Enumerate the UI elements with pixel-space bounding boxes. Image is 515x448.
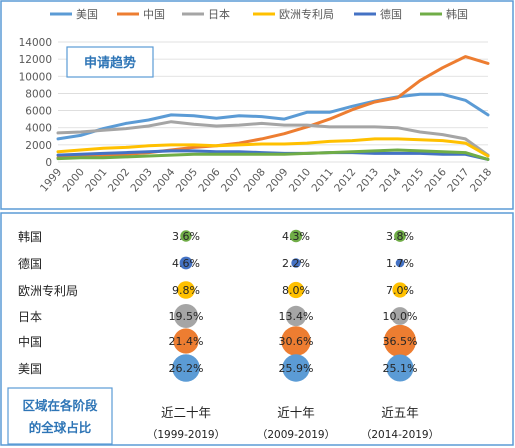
series-line-3 [56,137,490,158]
bubble-1-2 [395,258,405,268]
region-label-3: 日本 [18,310,42,324]
bubble-group: 3.6% 4.3% 3.8% 4.6% 2.2% 1.7% 9.8% 8.0% 7.0% 19.5… [169,229,418,382]
bubble-label-2-1: 8.0% [282,284,310,297]
bubble-4-2 [383,324,417,358]
series-line-2 [56,120,490,157]
period-labels: 近二十年 （1999-2019） 近十年 （2009-2019） 近五年 （2014-20… [147,405,439,441]
period-label-2: 近五年 [381,405,419,420]
bubble-label-3-0: 19.5% [169,310,204,323]
period-range-0: （1999-2019） [147,429,225,441]
trend-title-box [66,46,154,78]
legend-label-1: 中国 [143,8,165,21]
y-tick-label-0: 0 [45,157,52,169]
share-title-box [7,387,113,445]
bubble-label-2-0: 9.8% [172,284,200,297]
share-title-line1: 区域在各阶段 [22,398,98,413]
y-tick-label-5: 10000 [19,71,52,83]
trend-title: 申请趋势 [84,55,136,71]
y-tick-label-3: 6000 [25,106,52,118]
period-label-1: 近十年 [277,405,315,420]
region-label-2: 欧洲专利局 [18,283,78,298]
bubble-label-3-1: 13.4% [279,310,314,323]
period-range-1: （2009-2019） [257,429,335,441]
legend-label-3: 欧洲专利局 [279,7,334,21]
line-chart-legend: 美国 中国 日本 欧洲专利局 德国 韩国 [50,7,468,21]
legend-label-5: 韩国 [446,7,468,21]
bubble-5-0 [172,354,200,382]
bubble-2-2 [392,282,408,298]
bubble-0-2 [394,230,406,242]
line-chart-frame [0,0,514,210]
legend-label-4: 德国 [380,7,402,21]
bubble-label-5-0: 26.2% [169,362,204,375]
bubble-label-0-2: 3.8% [386,230,414,243]
bubble-label-0-1: 4.3% [282,230,310,243]
bubble-label-4-2: 36.5% [383,335,418,348]
bubble-5-1 [282,354,310,382]
line-chart-trend: 美国 中国 日本 欧洲专利局 德国 韩国 0 2000 4000 6000 8000 10000 12… [0,0,514,210]
bubble-label-1-0: 4.6% [172,257,200,270]
bubble-4-1 [281,326,311,356]
y-tick-label-6: 12000 [19,54,52,66]
y-tick-label-2: 4000 [25,123,52,135]
bubble-label-5-2: 25.1% [383,362,418,375]
bubble-2-1 [287,281,305,299]
bubble-3-1 [285,305,307,327]
bubble-label-2-2: 7.0% [386,284,414,297]
share-title-line2: 的全球占比 [29,420,92,435]
bubble-3-0 [174,304,198,328]
bubble-5-2 [386,354,414,382]
series-line-5 [56,148,490,161]
bubble-0-1 [289,229,303,243]
bubble-label-4-1: 30.6% [279,335,314,348]
region-label-4: 中国 [18,334,42,349]
bubble-label-5-1: 25.9% [279,362,314,375]
bubble-label-1-2: 1.7% [386,257,414,270]
legend-label-2: 日本 [208,7,230,21]
bubble-label-1-1: 2.2% [282,257,310,270]
series-line-1 [56,55,490,160]
y-axis-ticks: 0 2000 4000 6000 8000 10000 12000 14000 [19,37,52,169]
line-series-group [56,55,490,161]
period-range-2: （2014-2019） [361,429,439,441]
period-label-0: 近二十年 [161,405,211,420]
legend-label-0: 美国 [76,8,98,21]
y-tick-label-7: 14000 [19,37,52,49]
bubble-0-0 [180,230,192,242]
y-tick-label-1: 2000 [25,140,52,152]
bubble-label-0-0: 3.6% [172,230,200,243]
bubble-1-0 [179,256,193,270]
bubble-label-4-0: 21.4% [169,335,204,348]
bubble-1-1 [291,258,301,268]
bubble-label-3-2: 10.0% [383,310,418,323]
region-label-1: 德国 [18,256,42,271]
bubble-2-0 [177,281,195,299]
bubble-4-0 [173,328,199,354]
series-line-0 [56,92,490,141]
y-tick-label-4: 8000 [25,88,52,100]
region-label-5: 美国 [18,362,42,376]
bubble-3-2 [391,307,409,325]
region-label-0: 韩国 [18,229,42,244]
